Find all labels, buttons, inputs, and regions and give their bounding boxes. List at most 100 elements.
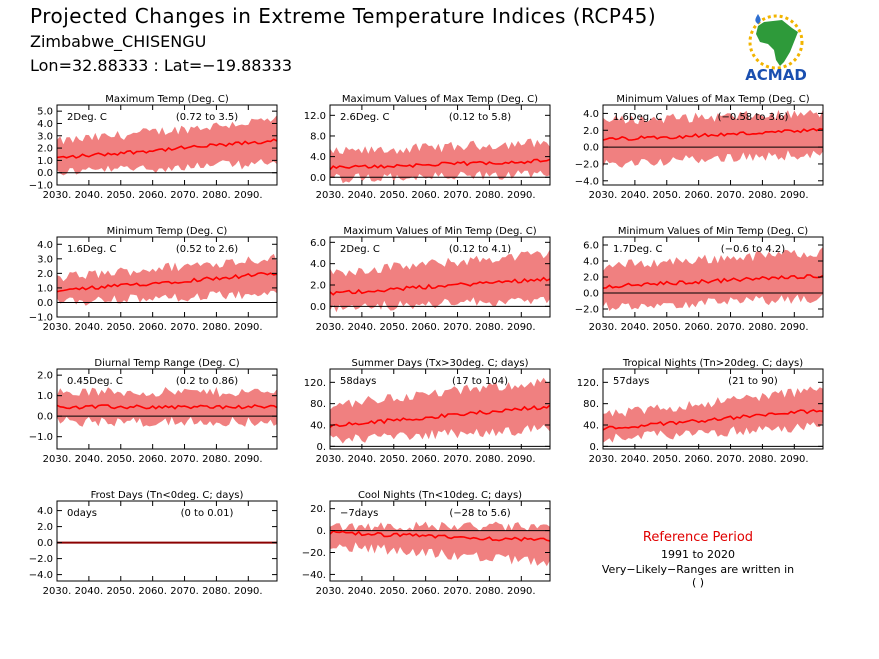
page-title: Projected Changes in Extreme Temperature… xyxy=(30,4,657,28)
x-tick-label: 2050. xyxy=(379,322,408,333)
x-tick-label: 2060. xyxy=(411,190,440,201)
x-tick-label: 2080. xyxy=(202,322,231,333)
y-tick-label: −1.0 xyxy=(29,181,53,192)
chart-title: Maximum Values of Min Temp (Deg. C) xyxy=(343,226,536,237)
change-label: 57days xyxy=(613,376,649,387)
y-tick-label: 5.0 xyxy=(37,107,53,118)
chart-panel-6: −2.0 0.0 2.0 4.0 6.0 2030. 2040. 2050. 2060. 2070… xyxy=(575,226,824,333)
x-tick-label: 2050. xyxy=(379,454,408,465)
y-tick-label: −2.0 xyxy=(575,159,599,170)
x-tick-label: 2060. xyxy=(411,586,440,597)
chart-panel-11: −40.−20.0.20.2030. 2040. 2050. 2060. 2070. 20… xyxy=(302,490,551,597)
chart-plot-area xyxy=(330,249,550,313)
y-tick-label: 3.0 xyxy=(37,131,53,142)
chart-frame xyxy=(56,368,278,450)
likely-range-label: (0.12 to 4.1) xyxy=(449,244,511,255)
chart-panel-9: 0. 40. 80. 120. 2030. 2040. 2050. 2060. 2070. 208… xyxy=(577,358,824,465)
x-tick-label: 2030. xyxy=(316,190,345,201)
y-tick-label: 2.0 xyxy=(37,269,53,280)
chart-plot-area xyxy=(603,246,823,311)
median-line xyxy=(603,274,823,289)
y-tick-label: 2.0 xyxy=(310,281,326,292)
x-tick-label: 2050. xyxy=(652,322,681,333)
median-line xyxy=(603,127,823,141)
likely-range-band xyxy=(330,377,550,444)
likely-range-band xyxy=(603,386,823,443)
location-coordinates: Lon=32.88333 : Lat=−19.88333 xyxy=(30,56,293,75)
x-tick-label: 2040. xyxy=(621,190,650,201)
x-tick-label: 2090. xyxy=(780,454,809,465)
median-line xyxy=(330,158,550,171)
x-tick-label: 2080. xyxy=(202,190,231,201)
y-tick-label: 4.0 xyxy=(583,109,599,120)
change-label: 1.6Deg. C xyxy=(67,244,116,255)
x-tick-label: 2090. xyxy=(507,322,536,333)
chart-title: Maximum Values of Max Temp (Deg. C) xyxy=(342,94,538,105)
y-tick-label: −20. xyxy=(302,548,326,559)
chart-frame xyxy=(329,236,551,318)
x-tick-label: 2050. xyxy=(379,586,408,597)
x-tick-label: 2060. xyxy=(411,454,440,465)
x-tick-label: 2060. xyxy=(684,454,713,465)
y-tick-label: 40. xyxy=(310,421,326,432)
x-tick-label: 2060. xyxy=(684,322,713,333)
y-tick-label: 0.0 xyxy=(583,143,599,154)
likely-range-band xyxy=(57,253,277,306)
y-tick-label: 2.0 xyxy=(583,126,599,137)
y-tick-label: −4.0 xyxy=(575,176,599,187)
x-tick-label: 2040. xyxy=(75,586,104,597)
y-tick-label: 0. xyxy=(316,442,326,453)
x-tick-label: 2090. xyxy=(234,190,263,201)
y-tick-label: 4.0 xyxy=(37,119,53,130)
y-tick-label: −4.0 xyxy=(29,570,53,581)
x-tick-label: 2080. xyxy=(475,454,504,465)
chart-title: Summer Days (Tx>30deg. C; days) xyxy=(351,358,528,369)
x-tick-label: 2090. xyxy=(507,190,536,201)
likely-range-label: (17 to 104) xyxy=(452,376,508,387)
median-line xyxy=(57,138,277,159)
y-tick-label: 40. xyxy=(583,421,599,432)
x-tick-label: 2090. xyxy=(234,322,263,333)
logo-text: ACMAD xyxy=(745,66,807,84)
y-tick-label: 2.0 xyxy=(37,371,53,382)
y-tick-label: 0.0 xyxy=(583,289,599,300)
y-tick-label: 1.0 xyxy=(37,391,53,402)
reference-period-title: Reference Period xyxy=(642,530,754,545)
likely-range-band xyxy=(603,246,823,311)
change-label: 2.6Deg. C xyxy=(340,112,389,123)
chart-frame xyxy=(56,236,278,318)
likely-range-label: (−28 to 5.6) xyxy=(449,508,510,519)
x-tick-label: 2050. xyxy=(106,454,135,465)
chart-panel-5: 0.0 2.0 4.0 6.0 2030. 2040. 2050. 2060. 2070. 208… xyxy=(310,226,551,333)
chart-plot-area xyxy=(330,377,550,447)
y-tick-label: −40. xyxy=(302,570,326,581)
x-tick-label: 2070. xyxy=(170,190,199,201)
y-tick-label: 4.0 xyxy=(310,259,326,270)
likely-range-label: (0.12 to 5.8) xyxy=(449,112,511,123)
x-tick-label: 2060. xyxy=(684,190,713,201)
y-tick-label: 2.0 xyxy=(37,144,53,155)
y-tick-label: 80. xyxy=(583,399,599,410)
chart-plot-area xyxy=(603,109,823,168)
chart-frame xyxy=(329,500,551,582)
x-tick-label: 2060. xyxy=(138,322,167,333)
y-tick-label: 0.0 xyxy=(37,298,53,309)
chart-plot-area xyxy=(57,253,277,306)
x-tick-label: 2080. xyxy=(475,322,504,333)
change-label: 0days xyxy=(67,508,97,519)
likely-range-band xyxy=(330,521,550,567)
y-tick-label: −2.0 xyxy=(575,305,599,316)
y-tick-label: 20. xyxy=(310,504,326,515)
x-tick-label: 2050. xyxy=(652,454,681,465)
chart-title: Maximum Temp (Deg. C) xyxy=(105,94,229,105)
x-tick-label: 2090. xyxy=(234,586,263,597)
x-tick-label: 2060. xyxy=(138,586,167,597)
africa-map-icon xyxy=(756,20,798,66)
water-drop-icon xyxy=(755,14,761,24)
chart-plot-area xyxy=(330,521,550,567)
y-tick-label: 6.0 xyxy=(310,238,326,249)
x-tick-label: 2040. xyxy=(348,322,377,333)
y-tick-label: 2.0 xyxy=(37,522,53,533)
